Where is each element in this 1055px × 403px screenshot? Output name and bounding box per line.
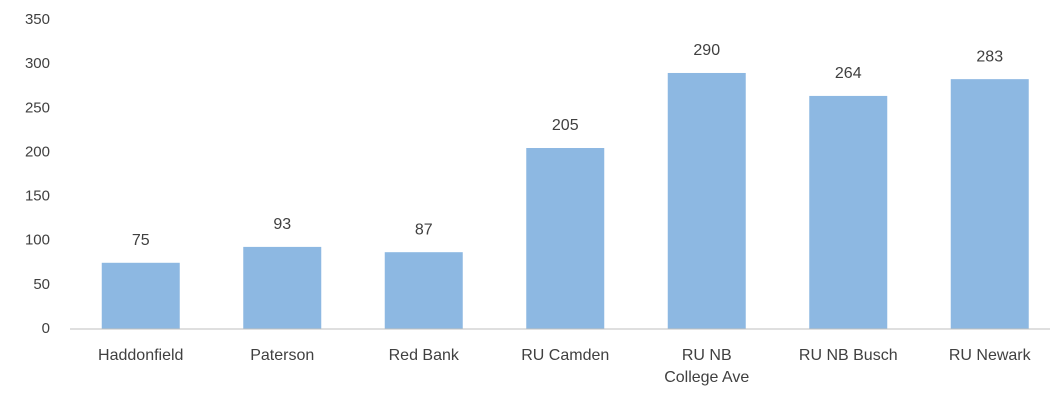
x-tick-label: Red Bank xyxy=(388,347,459,364)
bar xyxy=(809,95,888,329)
x-tick-label: RU Newark xyxy=(948,347,1031,364)
data-label: 75 xyxy=(132,232,150,249)
data-label: 93 xyxy=(273,216,291,233)
bar xyxy=(101,262,180,329)
x-tick-label: Haddonfield xyxy=(98,347,184,364)
x-tick-label: RU NB College Ave xyxy=(664,347,750,386)
y-tick-label: 50 xyxy=(33,276,50,293)
bar xyxy=(526,148,605,329)
y-tick-label: 100 xyxy=(25,232,50,249)
x-tick-label: Paterson xyxy=(250,347,315,364)
bar xyxy=(950,79,1029,329)
y-tick-label: 200 xyxy=(25,143,50,160)
y-tick-label: 350 xyxy=(25,11,50,28)
y-tick-label: 250 xyxy=(25,99,50,116)
x-tick-label: RU Camden xyxy=(521,347,610,364)
bar xyxy=(243,246,322,329)
bar xyxy=(667,72,746,329)
data-label: 205 xyxy=(552,117,579,134)
data-label: 87 xyxy=(415,221,433,238)
data-label: 290 xyxy=(693,42,720,59)
y-tick-label: 0 xyxy=(42,320,50,337)
x-tick-label: RU NB Busch xyxy=(798,347,898,364)
data-label: 264 xyxy=(835,65,862,82)
y-tick-label: 300 xyxy=(25,55,50,72)
data-label: 283 xyxy=(976,48,1003,65)
bar xyxy=(384,252,463,329)
y-tick-label: 150 xyxy=(25,188,50,205)
